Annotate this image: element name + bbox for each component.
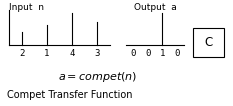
Text: Compet Transfer Function: Compet Transfer Function [7,90,133,100]
Text: 1: 1 [44,49,50,58]
Text: 4: 4 [69,49,75,58]
Text: Output  a: Output a [134,3,176,12]
Text: 2: 2 [19,49,24,58]
Text: Input  n: Input n [9,3,44,12]
Text: 0: 0 [130,49,136,58]
FancyBboxPatch shape [193,28,224,57]
Text: 3: 3 [94,49,100,58]
Text: C: C [204,36,213,49]
Text: 1: 1 [160,49,165,58]
Text: 0: 0 [174,49,179,58]
Text: $a = \mathit{compet(n)}$: $a = \mathit{compet(n)}$ [58,70,137,84]
Text: 0: 0 [145,49,150,58]
